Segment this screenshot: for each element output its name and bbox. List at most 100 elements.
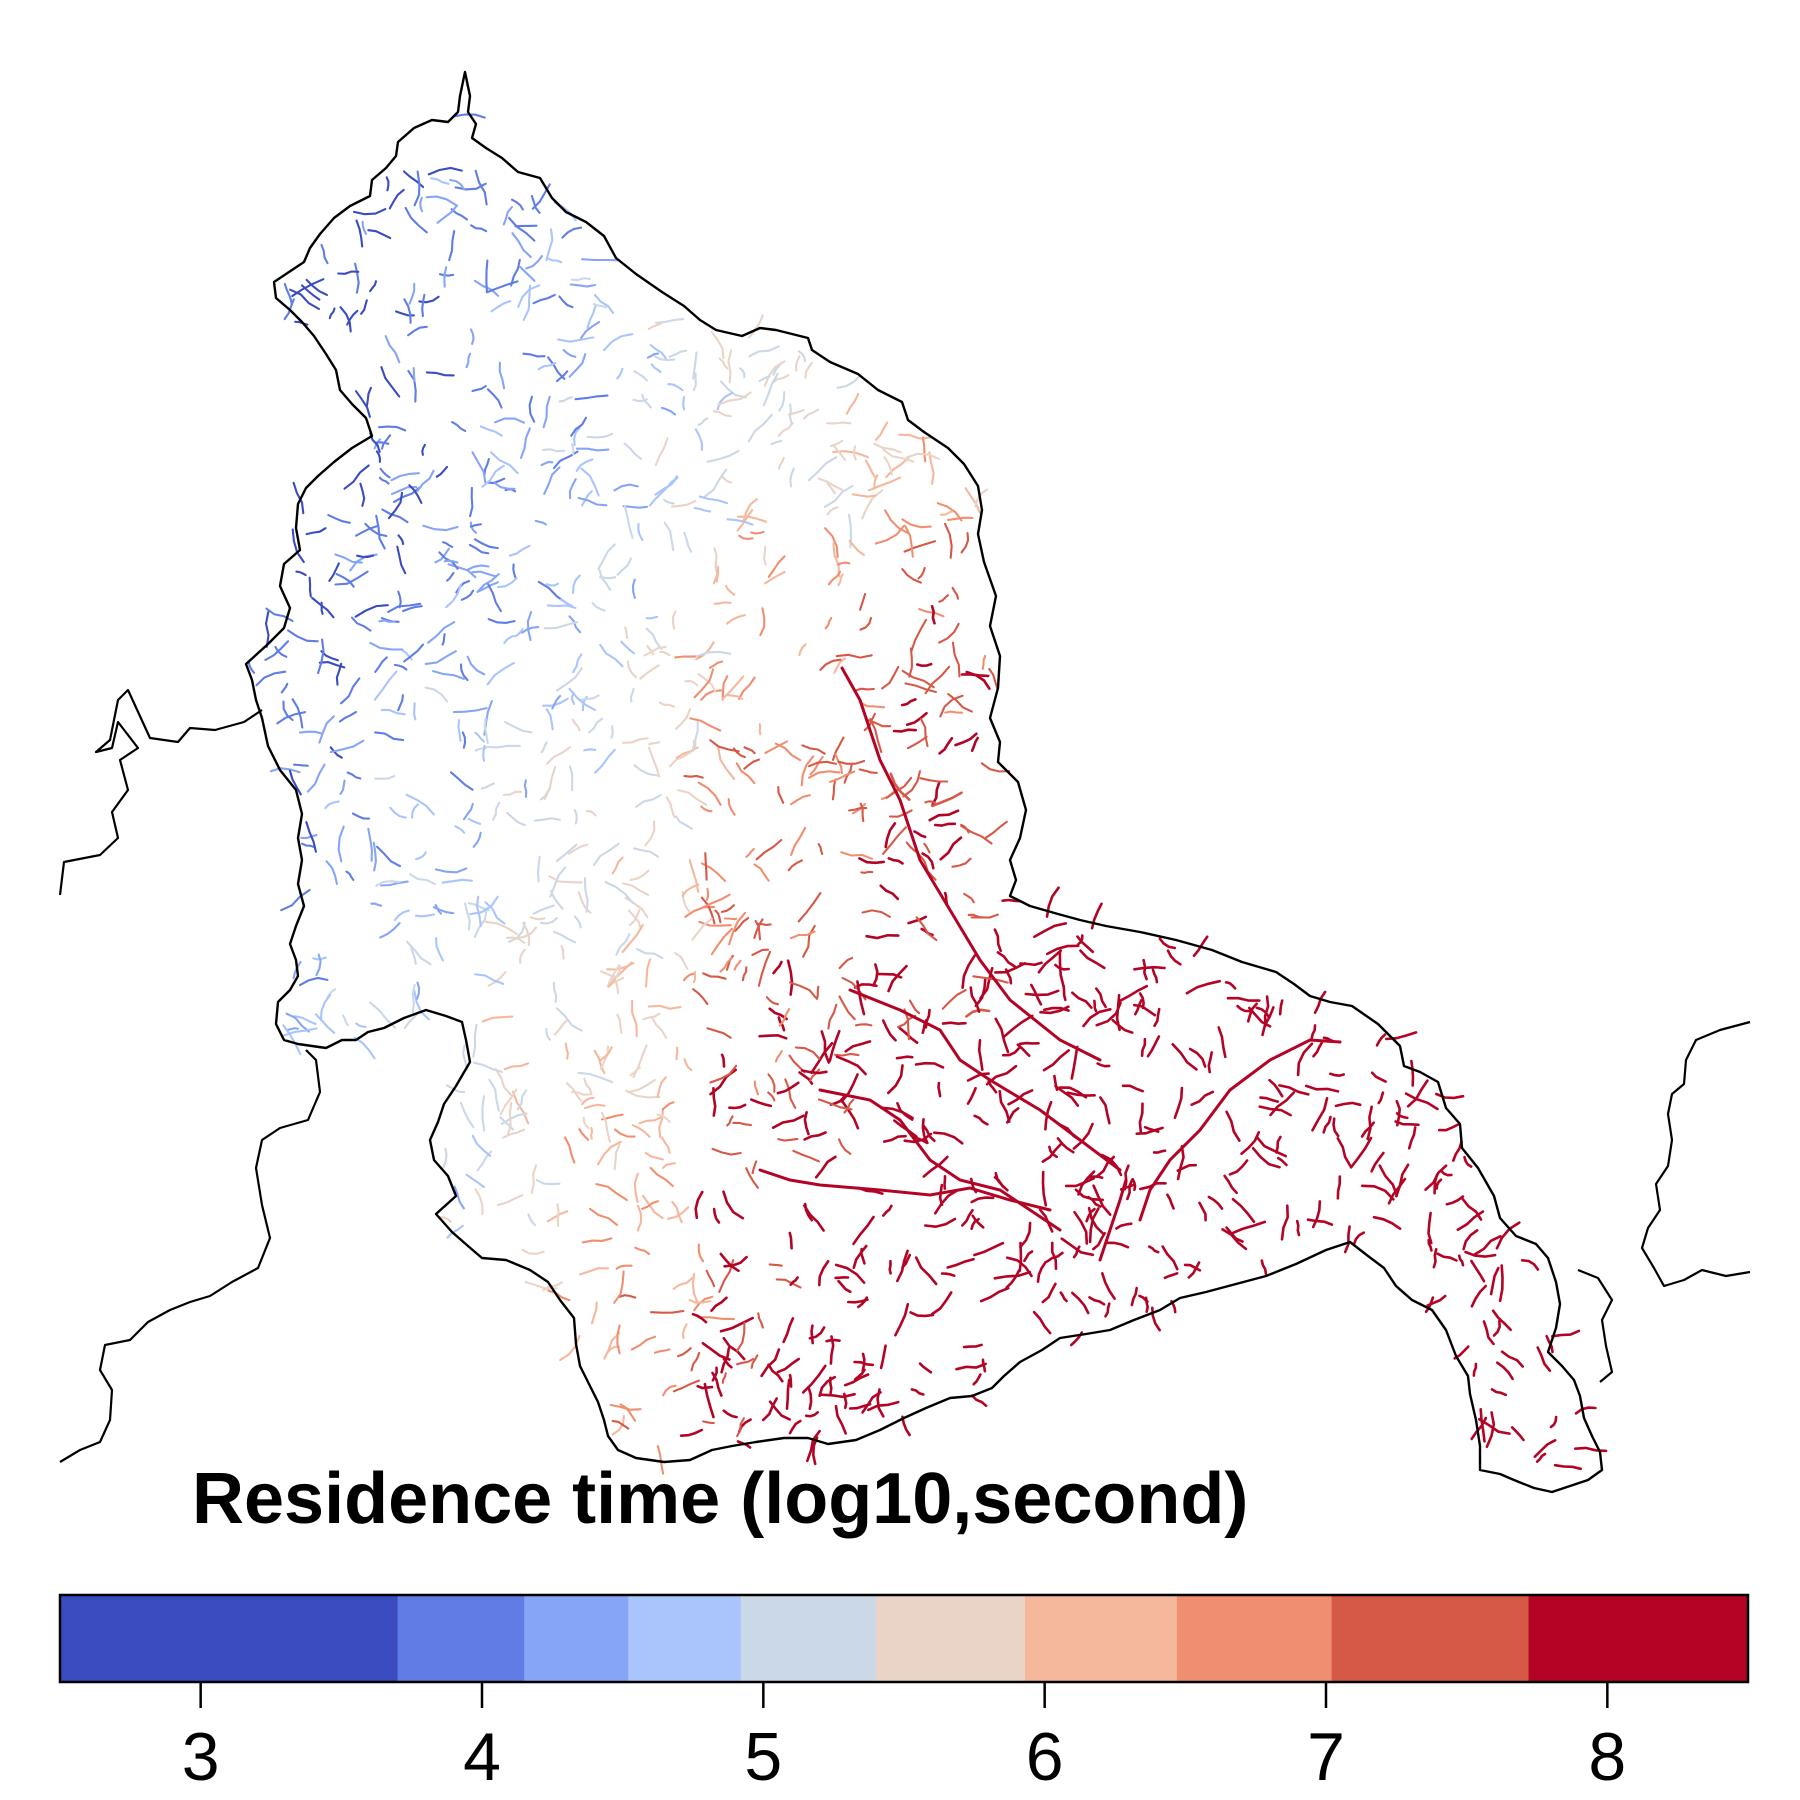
river-segment (1023, 1250, 1034, 1263)
river-segment (1133, 965, 1166, 971)
river-segment (484, 901, 506, 925)
river-segment (684, 679, 699, 687)
river-segment (1329, 1072, 1345, 1078)
river-segment (583, 748, 597, 752)
river-segment (759, 607, 766, 637)
river-segment (861, 1391, 882, 1414)
river-segment (480, 782, 495, 790)
river-segment (1131, 1177, 1137, 1192)
river-segment (809, 755, 824, 776)
river-segment (1378, 1164, 1399, 1197)
river-segment (787, 409, 805, 416)
river-segment (683, 1058, 693, 1072)
river-segment (1438, 1123, 1460, 1132)
river-segment (898, 433, 932, 440)
river-segment (474, 731, 485, 743)
river-segment (719, 956, 733, 973)
river-segment (1255, 1006, 1270, 1018)
river-segment (859, 802, 865, 823)
river-segment (1187, 1261, 1201, 1279)
river-segment (972, 975, 1009, 984)
river-segment (1045, 1251, 1064, 1263)
river-segment (1158, 937, 1177, 950)
river-segment (667, 1206, 690, 1220)
river-segment (656, 1445, 665, 1475)
river-segment (737, 676, 756, 701)
river-segment (943, 522, 953, 559)
river-segment (835, 653, 873, 659)
river-segment (393, 663, 408, 671)
river-segment (676, 1347, 692, 1358)
river-segment (833, 657, 847, 674)
river-segment (994, 1171, 1009, 1192)
river-segment (1148, 1245, 1160, 1254)
river-segment (845, 392, 860, 415)
river-segment (1188, 1047, 1207, 1068)
river-segment (736, 515, 768, 523)
river-segment (639, 664, 660, 680)
river-segment (392, 486, 421, 503)
river-segment (568, 478, 577, 500)
river-segment (1095, 1001, 1122, 1027)
river-segment (930, 604, 936, 625)
river-segment (613, 1270, 625, 1304)
river-segment (641, 393, 652, 409)
river-segment (767, 1073, 776, 1093)
river-segment (828, 1029, 841, 1062)
river-segment (1121, 1084, 1144, 1093)
river-segment (1088, 1207, 1100, 1244)
river-segment (280, 888, 311, 912)
river-segment (555, 843, 578, 863)
river-segment (1152, 1149, 1167, 1154)
river-segment (981, 654, 987, 671)
river-segment (903, 1132, 933, 1144)
river-segment (435, 465, 449, 478)
river-segment (633, 370, 648, 382)
river-segment (369, 641, 404, 651)
river-segment (1278, 1084, 1310, 1096)
river-segment (360, 299, 368, 315)
river-segment (738, 534, 754, 540)
river-segment (1500, 1350, 1524, 1368)
river-segment (559, 1334, 581, 1362)
river-segment (679, 1428, 704, 1437)
river-segment (476, 581, 499, 593)
river-segment (1549, 1415, 1558, 1429)
river-segment (1041, 1170, 1048, 1207)
river-segment (972, 1373, 982, 1386)
river-segment (936, 502, 963, 522)
river-segment (385, 176, 390, 192)
river-segment (836, 561, 851, 566)
river-segment (748, 345, 780, 358)
river-segment (913, 830, 927, 839)
river-segment (459, 1101, 475, 1129)
river-segment (411, 983, 416, 1014)
river-segment (558, 295, 574, 309)
river-segment (647, 321, 664, 330)
river-segment (1093, 999, 1098, 1013)
river-segment (930, 1291, 953, 1316)
river-segment (815, 985, 820, 1000)
river-segment (1101, 1272, 1116, 1300)
river-segment (642, 1012, 661, 1021)
river-segment (1311, 1200, 1322, 1229)
river-segment (1166, 949, 1182, 966)
river-segment (374, 775, 396, 780)
river-segment (1332, 1117, 1340, 1138)
river-segment (1104, 1302, 1111, 1318)
river-segment (522, 284, 532, 321)
river-segment (840, 851, 874, 860)
river-segment (868, 476, 902, 492)
river-segment (519, 948, 526, 964)
river-segment (609, 1403, 642, 1411)
river-segment (511, 1090, 530, 1125)
river-segment (760, 1348, 781, 1378)
river-segment (469, 521, 478, 534)
river-segment (488, 1078, 500, 1112)
river-segment (1491, 1309, 1512, 1332)
river-segment (545, 708, 554, 731)
river-segment (445, 1084, 466, 1094)
river-segment (616, 1013, 623, 1034)
river-segment (1440, 1170, 1453, 1177)
river-segment (1140, 1037, 1147, 1058)
